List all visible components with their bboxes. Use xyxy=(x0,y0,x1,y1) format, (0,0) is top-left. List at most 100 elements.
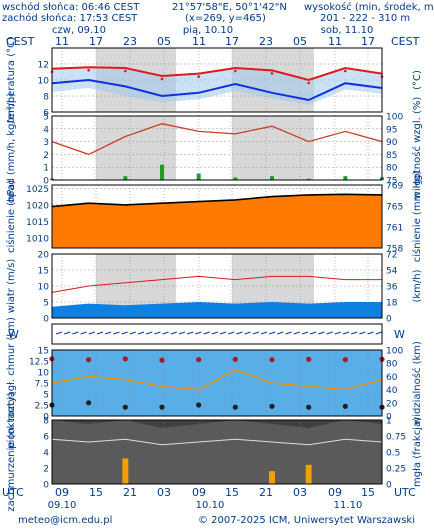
temp-point-1 xyxy=(87,68,90,72)
y2tick-label-4: 1 xyxy=(386,417,392,427)
cloud-high-point-7 xyxy=(306,356,312,362)
panel-frame xyxy=(51,184,383,249)
ytick-label-2: 4 xyxy=(43,449,49,459)
ytick-label-1: 5 xyxy=(43,299,49,309)
precip-bar-3 xyxy=(160,164,164,180)
ylabel-right: ciśnienie (mm Hg) xyxy=(411,171,423,263)
cloud-low-point-6 xyxy=(269,403,275,409)
wind-arrow-14 xyxy=(170,331,177,335)
panel-frame xyxy=(51,349,383,417)
panel-frame xyxy=(51,253,383,319)
ylabel-left: opad (mm/h, kg/m²/h) xyxy=(6,93,17,204)
elevation-values: 201 - 222 - 310 m xyxy=(320,13,411,24)
fog-bar-2 xyxy=(122,458,129,484)
wind-arrow-23 xyxy=(244,331,251,335)
day-label-top-1: pią, 10.10 xyxy=(183,25,233,36)
y2tick-label-0: 0 xyxy=(386,413,392,423)
y2tick-label-2: 40 xyxy=(386,386,398,396)
wind-arrow-7 xyxy=(113,331,120,335)
temp-point-8 xyxy=(344,69,347,73)
ytick-label-0: 0 xyxy=(43,481,49,491)
pressure-line xyxy=(51,193,383,208)
precip-bar-6 xyxy=(270,176,274,180)
ytick-label-1: 2.5 xyxy=(35,402,49,412)
cloud-low-point-8 xyxy=(342,403,348,409)
hour-label-bottom-9: 15 xyxy=(361,486,375,499)
hour-label-bottom-6: 21 xyxy=(259,486,273,499)
wind-arrow-0 xyxy=(55,331,63,335)
ytick-label-0: 6 xyxy=(43,109,49,119)
hour-label-top-3: 05 xyxy=(157,35,171,48)
wind-arrow-11 xyxy=(146,331,153,335)
y2tick-label-2: 0.5 xyxy=(386,449,400,459)
day-label-top-2: sob, 11.10 xyxy=(321,25,374,36)
ylabel-right: (km/h) xyxy=(412,269,423,302)
cloud-high-point-2 xyxy=(122,356,128,362)
temp-point-7 xyxy=(307,81,310,85)
visibility-line xyxy=(51,369,383,391)
hour-label-bottom-3: 03 xyxy=(157,486,171,499)
wind-arrow-20 xyxy=(219,331,227,335)
grid-point-text: (x=269, y=465) xyxy=(185,13,266,24)
cloud-low-point-1 xyxy=(86,400,92,406)
hour-label-top-7: 05 xyxy=(293,35,307,48)
ytick-label-2: 5 xyxy=(43,391,49,401)
cloud-cover-area xyxy=(52,420,382,484)
wind-arrow-4 xyxy=(88,331,95,335)
wind-strip-frame xyxy=(51,323,383,345)
ylabel-right: mgła (frakcja) xyxy=(412,417,423,487)
wind-arrow-38 xyxy=(367,331,374,335)
cloud-high-point-5 xyxy=(232,356,238,362)
y2tick-label-3: 0.75 xyxy=(386,433,406,443)
copyright-text: © 2007-2025 ICM, Uniwersytet Warszawski xyxy=(198,515,415,526)
y2tick-label-2: 765 xyxy=(386,203,403,213)
ytick-label-5: 5 xyxy=(43,113,49,123)
panel-1: 0 1 2 3 4 5 75 80 85 90 95 100 opad (mm/h, kg/m²/h) w… xyxy=(6,93,423,204)
ytick-label-3: 1025 xyxy=(26,185,49,195)
y2tick-label-0: 0 xyxy=(386,481,392,491)
hour-label-top-2: 23 xyxy=(123,35,137,48)
ytick-label-3: 15 xyxy=(38,267,49,277)
temp-mean-line xyxy=(51,78,383,102)
y2tick-label-3: 90 xyxy=(386,138,398,148)
wind-arrow-5 xyxy=(96,331,104,335)
wind-arrow-30 xyxy=(301,331,309,335)
precip-bar-8 xyxy=(343,176,348,180)
pressure-area xyxy=(52,194,382,248)
cloud-low-point-4 xyxy=(196,402,202,408)
ytick-label-1: 8 xyxy=(43,93,49,103)
wind-arrow-29 xyxy=(293,331,300,335)
y2tick-label-5: 100 xyxy=(386,113,403,123)
ytick-label-6: 15 xyxy=(38,347,49,357)
ytick-label-2: 10 xyxy=(38,283,50,293)
ytick-label-0: 0 xyxy=(43,413,49,423)
ytick-label-0: 0 xyxy=(43,177,49,187)
cloud-low-point-7 xyxy=(306,404,312,410)
wind-arrow-2 xyxy=(72,331,79,335)
wind-arrow-36 xyxy=(351,331,358,335)
ytick-label-0: 0 xyxy=(43,315,49,325)
wind-gust-line xyxy=(51,275,382,293)
day-label-bottom-2: 11.10 xyxy=(334,500,363,511)
compass-right: W xyxy=(394,328,405,341)
y2tick-label-4: 95 xyxy=(386,125,397,135)
wind-arrow-13 xyxy=(162,331,169,335)
hour-label-bottom-8: 09 xyxy=(328,486,342,499)
humidity-line xyxy=(51,123,383,156)
wind-arrow-16 xyxy=(187,331,194,335)
wind-arrow-39 xyxy=(375,331,382,335)
precip-bar-4 xyxy=(196,173,201,180)
ytick-label-3: 12 xyxy=(38,61,49,71)
cloud-high-point-3 xyxy=(159,357,165,363)
y2tick-label-0: 0 xyxy=(386,315,392,325)
y2tick-label-2: 85 xyxy=(386,151,397,161)
y2tick-label-4: 72 xyxy=(386,251,397,261)
y2tick-label-1: 20 xyxy=(386,399,398,409)
coordinates-text: 21°57'58"E, 50°1'42"N xyxy=(172,2,287,13)
ytick-label-3: 6 xyxy=(43,433,49,443)
sunset-text: zachód słońca: 17:53 CEST xyxy=(2,13,138,24)
hour-label-top-8: 11 xyxy=(328,35,342,48)
